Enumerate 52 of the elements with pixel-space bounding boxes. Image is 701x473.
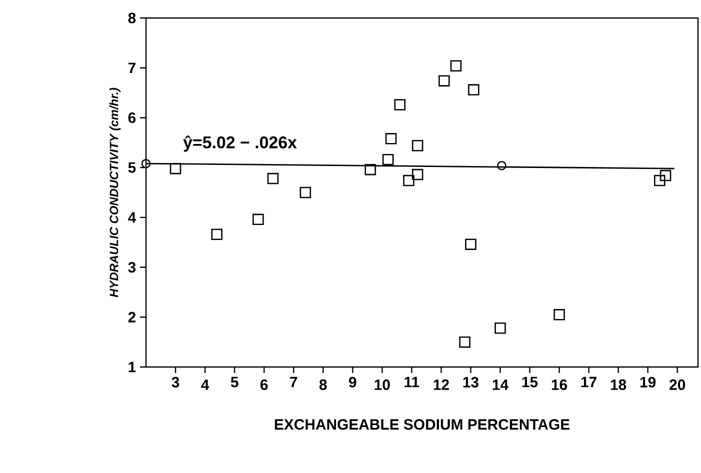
x-tick-label: 6	[260, 379, 268, 390]
x-axis-title: EXCHANGEABLE SODIUM PERCENTAGE	[274, 419, 570, 430]
y-tick-label: 5	[128, 162, 136, 173]
x-tick-label: 4	[201, 380, 210, 390]
point	[412, 168, 424, 180]
y-axis-title: HYDRAULIC CONDUCTIVITY (cm/hr.)	[109, 88, 121, 298]
x-tick-label: 19	[640, 376, 656, 388]
point	[267, 172, 279, 184]
x-tick-label: 17	[581, 376, 596, 388]
x-tick-label: 13	[463, 376, 478, 388]
x-tick-label: 11	[404, 376, 420, 388]
x-tick-label: 14	[492, 380, 508, 390]
point	[141, 158, 151, 168]
point	[497, 160, 506, 170]
point	[459, 336, 470, 348]
x-tick-label: 5	[230, 376, 238, 388]
x-tick-label: 7	[290, 376, 298, 388]
point	[300, 186, 312, 198]
x-tick-label: 15	[522, 376, 538, 388]
point	[494, 322, 506, 334]
point	[252, 214, 264, 226]
x-tick-label: 9	[348, 376, 356, 388]
point	[554, 309, 565, 320]
y-tick-label: 1	[128, 362, 136, 372]
y-tick-label: 4	[128, 212, 136, 223]
x-tick-label: 12	[434, 379, 449, 390]
point	[465, 238, 476, 250]
point	[364, 164, 376, 176]
point	[170, 162, 182, 174]
x-tick-label: 16	[552, 379, 568, 390]
point	[412, 140, 424, 152]
y-tick-label: 6	[128, 112, 136, 123]
y-tick-label: 7	[128, 62, 136, 73]
y-tick-label: 3	[128, 262, 136, 273]
y-tick-label: 8	[128, 12, 136, 24]
point	[385, 133, 397, 144]
point	[211, 228, 222, 240]
x-tick-label: 20	[670, 379, 686, 390]
point	[450, 60, 462, 72]
point	[660, 170, 672, 182]
point	[382, 154, 394, 166]
point	[654, 174, 666, 186]
x-tick-label: 18	[610, 379, 626, 390]
point	[394, 99, 406, 110]
x-tick-label: 10	[374, 379, 390, 390]
x-tick-label: 8	[319, 379, 327, 390]
point	[438, 75, 450, 86]
x-tick-label: 3	[172, 376, 180, 388]
point	[403, 174, 414, 186]
y-tick-label: 2	[128, 312, 136, 322]
annotation: ŷ=5.02 − .026x	[183, 136, 297, 152]
point	[468, 84, 480, 96]
